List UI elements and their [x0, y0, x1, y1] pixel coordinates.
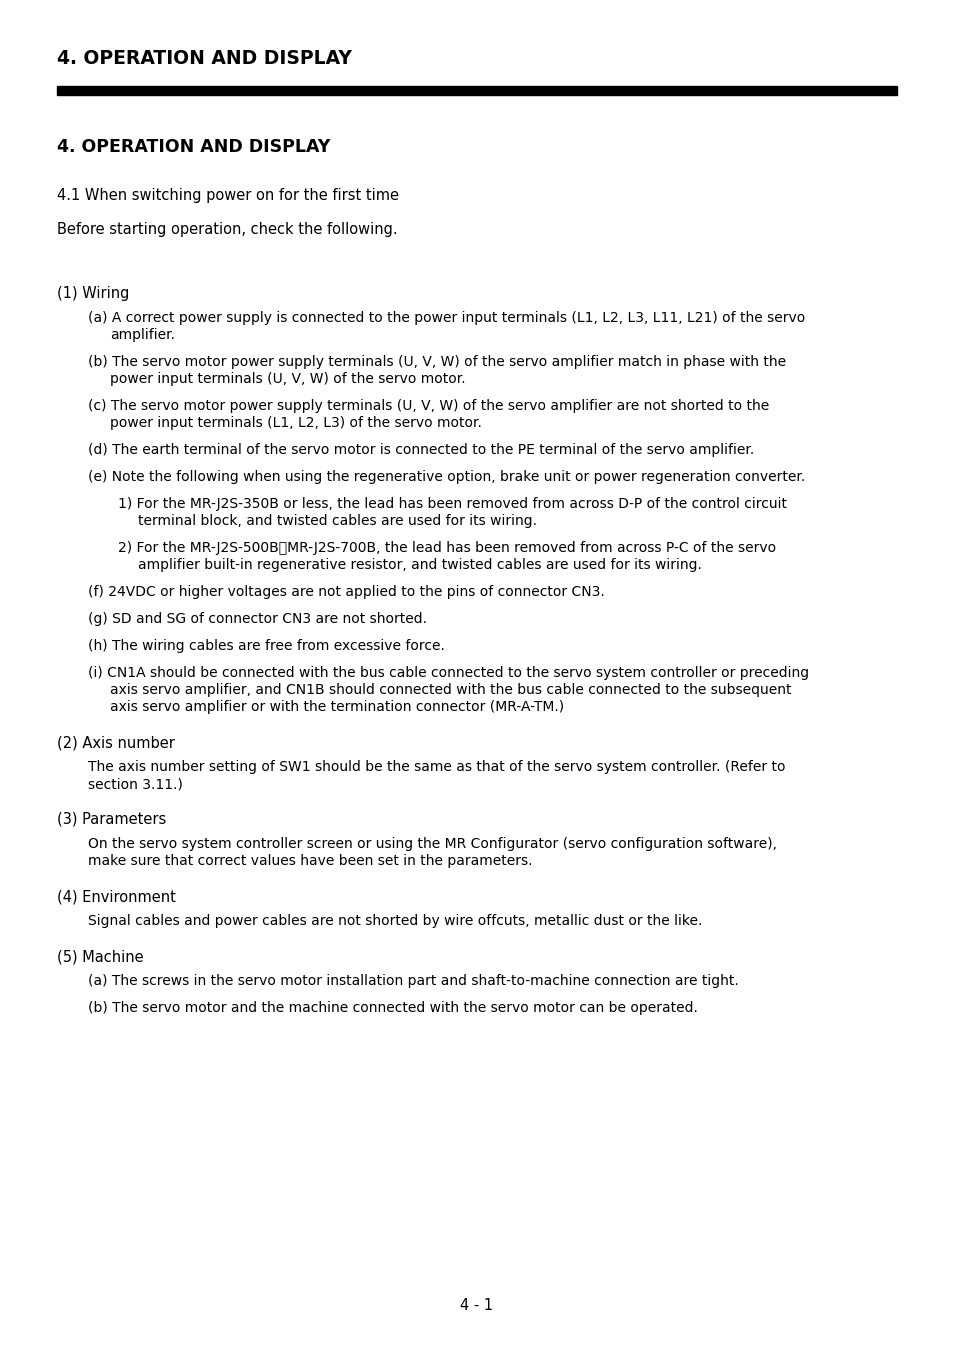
Text: power input terminals (L1, L2, L3) of the servo motor.: power input terminals (L1, L2, L3) of th…	[110, 416, 481, 431]
Text: (f) 24VDC or higher voltages are not applied to the pins of connector CN3.: (f) 24VDC or higher voltages are not app…	[88, 585, 604, 599]
Text: On the servo system controller screen or using the MR Configurator (servo config: On the servo system controller screen or…	[88, 837, 776, 850]
Text: (3) Parameters: (3) Parameters	[57, 811, 166, 828]
Text: (c) The servo motor power supply terminals (U, V, W) of the servo amplifier are : (c) The servo motor power supply termina…	[88, 400, 768, 413]
Text: (5) Machine: (5) Machine	[57, 949, 144, 964]
Text: (2) Axis number: (2) Axis number	[57, 734, 174, 751]
Text: make sure that correct values have been set in the parameters.: make sure that correct values have been …	[88, 855, 532, 868]
Text: (b) The servo motor power supply terminals (U, V, W) of the servo amplifier matc: (b) The servo motor power supply termina…	[88, 355, 785, 369]
Text: power input terminals (U, V, W) of the servo motor.: power input terminals (U, V, W) of the s…	[110, 373, 465, 386]
Text: 1) For the MR-J2S-350B or less, the lead has been removed from across D-P of the: 1) For the MR-J2S-350B or less, the lead…	[118, 497, 786, 512]
Text: 4 - 1: 4 - 1	[460, 1297, 493, 1312]
Text: terminal block, and twisted cables are used for its wiring.: terminal block, and twisted cables are u…	[138, 514, 537, 528]
Text: The axis number setting of SW1 should be the same as that of the servo system co: The axis number setting of SW1 should be…	[88, 760, 784, 774]
Text: (h) The wiring cables are free from excessive force.: (h) The wiring cables are free from exce…	[88, 639, 444, 653]
Text: Signal cables and power cables are not shorted by wire offcuts, metallic dust or: Signal cables and power cables are not s…	[88, 914, 701, 927]
Text: 4. OPERATION AND DISPLAY: 4. OPERATION AND DISPLAY	[57, 49, 352, 68]
Text: (a) A correct power supply is connected to the power input terminals (L1, L2, L3: (a) A correct power supply is connected …	[88, 310, 804, 325]
Text: amplifier built-in regenerative resistor, and twisted cables are used for its wi: amplifier built-in regenerative resistor…	[138, 558, 701, 572]
Text: axis servo amplifier, and CN1B should connected with the bus cable connected to : axis servo amplifier, and CN1B should co…	[110, 683, 791, 697]
Text: Before starting operation, check the following.: Before starting operation, check the fol…	[57, 221, 397, 238]
Bar	[57, 86, 896, 95]
Text: 4.1 When switching power on for the first time: 4.1 When switching power on for the firs…	[57, 188, 398, 202]
Text: axis servo amplifier or with the termination connector (MR-A-TM.): axis servo amplifier or with the termina…	[110, 701, 563, 714]
Text: (g) SD and SG of connector CN3 are not shorted.: (g) SD and SG of connector CN3 are not s…	[88, 612, 427, 626]
Text: 2) For the MR-J2S-500B・MR-J2S-700B, the lead has been removed from across P-C of: 2) For the MR-J2S-500B・MR-J2S-700B, the …	[118, 541, 776, 555]
Text: (e) Note the following when using the regenerative option, brake unit or power r: (e) Note the following when using the re…	[88, 470, 804, 485]
Text: (i) CN1A should be connected with the bus cable connected to the servo system co: (i) CN1A should be connected with the bu…	[88, 666, 808, 680]
Text: (d) The earth terminal of the servo motor is connected to the PE terminal of the: (d) The earth terminal of the servo moto…	[88, 443, 754, 458]
Text: 4. OPERATION AND DISPLAY: 4. OPERATION AND DISPLAY	[57, 138, 330, 157]
Text: (b) The servo motor and the machine connected with the servo motor can be operat: (b) The servo motor and the machine conn…	[88, 1000, 698, 1015]
Text: (4) Environment: (4) Environment	[57, 890, 175, 905]
Text: amplifier.: amplifier.	[110, 328, 174, 342]
Text: (1) Wiring: (1) Wiring	[57, 286, 130, 301]
Text: (a) The screws in the servo motor installation part and shaft-to-machine connect: (a) The screws in the servo motor instal…	[88, 973, 738, 988]
Text: section 3.11.): section 3.11.)	[88, 778, 183, 791]
